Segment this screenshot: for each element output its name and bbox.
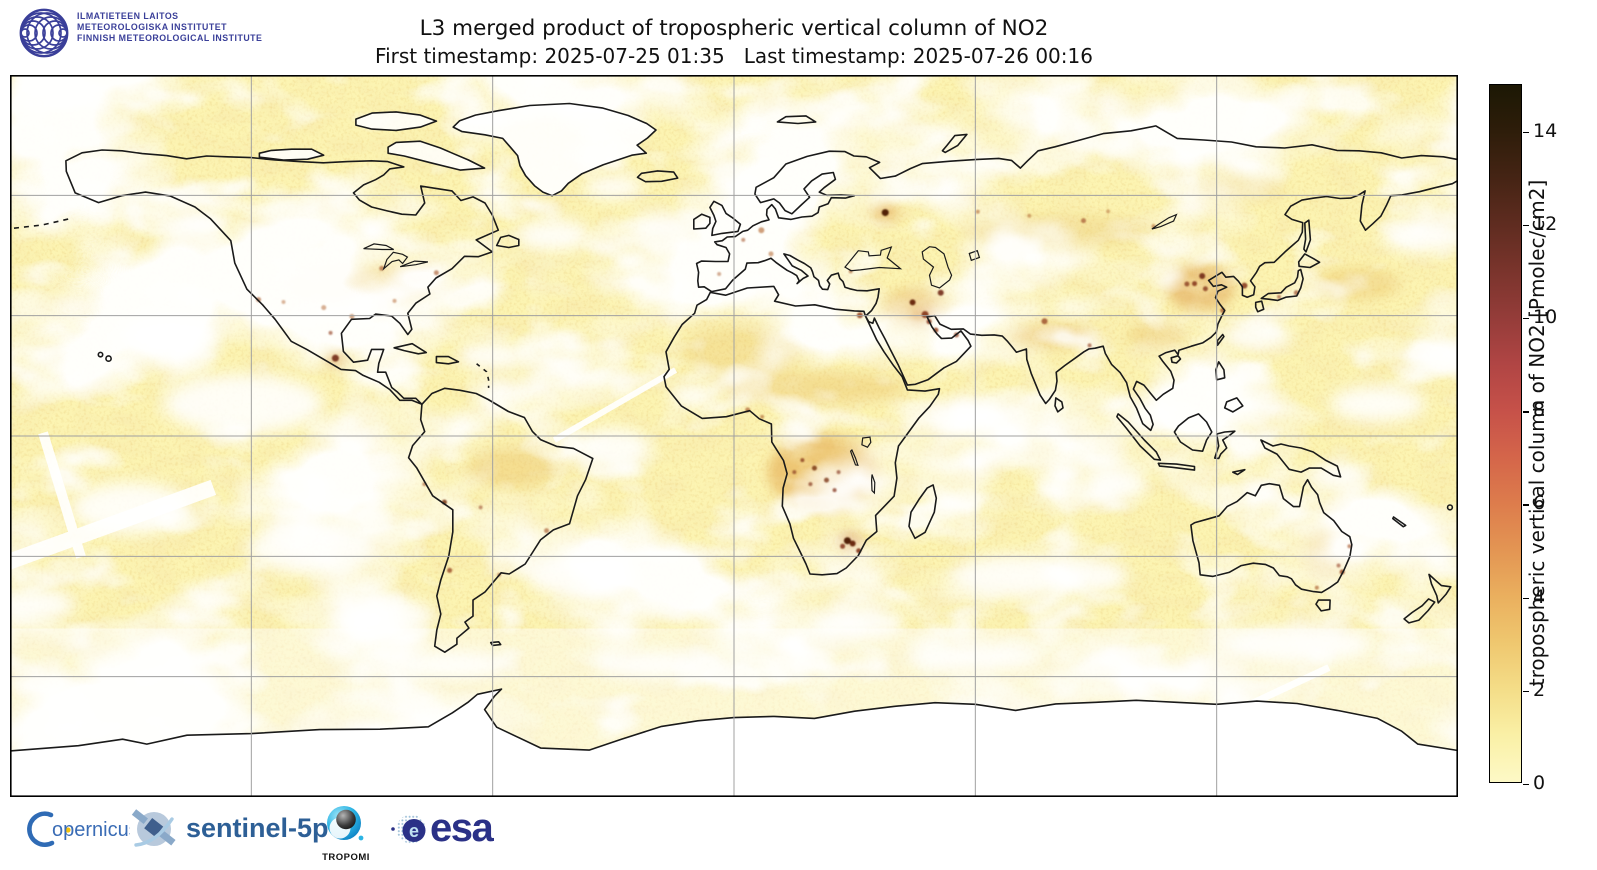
colorbar-tick [1523,690,1529,693]
copernicus-c-arc [27,811,55,847]
colorbar-tick-label: 4 [1533,585,1546,608]
fmi-line-fi: ILMATIETEEN LAITOS [77,11,179,21]
small-island-marks [13,217,1454,511]
graticule-layer [10,75,1458,797]
timestamp-subtitle: First timestamp: 2025-07-25 01:35 Last t… [375,44,1093,68]
colorbar-tick [1523,784,1529,786]
map-area [0,75,1490,798]
copernicus-satellite-dot [65,827,71,833]
colorbar-tick-label: 8 [1533,399,1546,422]
fmi-line-en: FINNISH METEOROLOGICAL INSTITUTE [77,33,263,43]
inland-water-outlines [363,213,1178,495]
colorbar-tick-label: 0 [1533,772,1546,794]
colorbar-tick-label: 10 [1533,306,1558,328]
colorbar-tick-label: 2 [1533,678,1546,701]
colorbar-tick [1523,411,1529,413]
colorbar-tick [1523,504,1529,506]
esa-wordmark: esa [430,806,494,850]
colorbar-tick-label: 14 [1533,119,1558,142]
colorbar [1489,84,1529,786]
tropomi-logo: TROPOMI [320,803,372,863]
sentinel-5p-logo: sentinel-5p [130,803,329,853]
colorbar-tick-label: 12 [1533,212,1558,235]
colorbar-tick [1523,224,1529,227]
colorbar-tick [1523,318,1529,320]
fmi-line-sv: METEOROLOGISKA INSTITUTET [77,22,227,32]
svg-text:e: e [409,821,419,841]
tropomi-icon [327,806,364,841]
page-title: L3 merged product of tropospheric vertic… [419,16,1049,41]
map-frame [10,75,1459,798]
world-map [0,75,1490,798]
colorbar-label: tropospheric vertical column of NO2 [Pmo… [1525,179,1549,687]
tropomi-wordmark: TROPOMI [322,852,370,863]
colorbar-tick [1523,131,1529,133]
colorbar-tick-label: 6 [1533,492,1546,515]
figure-titles: L3 merged product of tropospheric vertic… [10,0,1458,68]
esa-globe-icon: e [391,814,426,843]
sentinel-wordmark: sentinel-5p [186,812,329,843]
fmi-logo-icon [19,8,69,58]
esa-logo: e esa [390,806,494,851]
sentinel-satellite-icon [131,809,176,847]
colorbar-tick [1523,597,1529,599]
fmi-institute-name: ILMATIETEEN LAITOS METEOROLOGISKA INSTIT… [77,11,262,44]
